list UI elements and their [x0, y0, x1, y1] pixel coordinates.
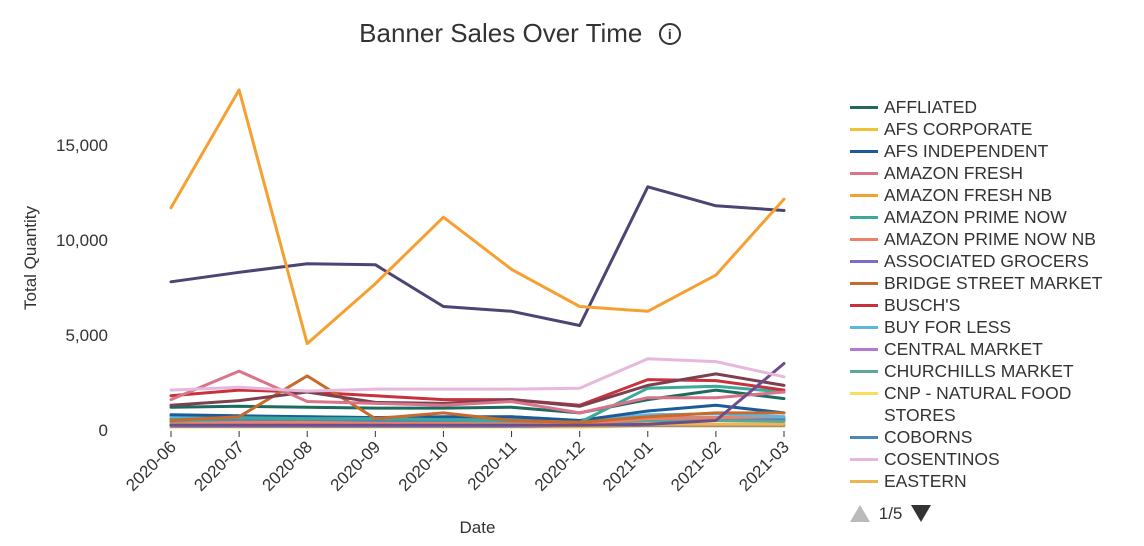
series-line[interactable] — [169, 388, 786, 415]
legend-item[interactable]: CNP - NATURAL FOOD STORES — [850, 382, 1140, 426]
legend-item[interactable]: CENTRAL MARKET — [850, 338, 1140, 360]
legend-item[interactable]: AFS CORPORATE — [850, 118, 1140, 140]
legend-label: AFS INDEPENDENT — [884, 141, 1049, 161]
y-tick-label: 5,000 — [65, 326, 108, 345]
legend-item[interactable]: AFFLIATED — [850, 96, 1140, 118]
legend-label: COSENTINOS — [884, 449, 1000, 469]
legend-swatch — [850, 304, 878, 307]
series-line[interactable] — [169, 88, 786, 346]
x-tick-label: 2020-06 — [122, 437, 180, 495]
chart-title: Banner Sales Over Time — [359, 18, 643, 48]
series-line[interactable] — [169, 362, 786, 427]
x-tick-label: 2020-08 — [258, 437, 316, 495]
info-icon[interactable]: i — [658, 22, 681, 45]
legend-item[interactable]: AMAZON FRESH NB — [850, 184, 1140, 206]
triangle-up-icon[interactable] — [850, 505, 870, 523]
series-line[interactable] — [169, 185, 786, 327]
y-axis-title: Total Quantity — [21, 206, 40, 310]
legend-item[interactable]: BUY FOR LESS — [850, 316, 1140, 338]
x-axis-title: Date — [460, 518, 496, 537]
legend-item[interactable]: COBORNS — [850, 426, 1140, 448]
legend-swatch — [850, 326, 878, 329]
y-tick-label: 15,000 — [56, 136, 108, 155]
legend-swatch — [850, 370, 878, 373]
legend-swatch — [850, 150, 878, 153]
legend-label: AMAZON PRIME NOW NB — [884, 229, 1096, 249]
x-tick-label: 2021-02 — [667, 437, 725, 495]
legend-label: COBORNS — [884, 427, 973, 447]
legend-label: ASSOCIATED GROCERS — [884, 251, 1089, 271]
legend-label: CHURCHILLS MARKET — [884, 361, 1074, 381]
legend-item[interactable]: CHURCHILLS MARKET — [850, 360, 1140, 382]
x-tick-label: 2020-10 — [395, 437, 453, 495]
x-tick-label: 2020-12 — [531, 437, 589, 495]
triangle-down-icon[interactable] — [911, 505, 932, 523]
info-icon-glyph: i — [667, 25, 672, 42]
legend-swatch — [850, 348, 878, 351]
legend-label: CNP - NATURAL FOOD STORES — [884, 383, 1072, 425]
legend-label: EASTERN — [884, 471, 967, 491]
legend-label: BUSCH'S — [884, 295, 961, 315]
title-row: Banner Sales Over Time i — [0, 18, 1040, 49]
series-line[interactable] — [169, 369, 786, 415]
legend-swatch — [850, 106, 878, 109]
legend-swatch — [850, 458, 878, 461]
series-line[interactable] — [169, 372, 786, 408]
axes — [170, 431, 785, 437]
legend-item[interactable]: AMAZON FRESH — [850, 162, 1140, 184]
legend-label: BUY FOR LESS — [884, 317, 1012, 337]
legend-item[interactable]: ASSOCIATED GROCERS — [850, 250, 1140, 272]
x-tick-label: 2021-01 — [599, 437, 657, 495]
legend-item[interactable]: AFS INDEPENDENT — [850, 140, 1140, 162]
legend-item[interactable]: AMAZON PRIME NOW NB — [850, 228, 1140, 250]
legend-swatch — [850, 436, 878, 439]
x-tick-label: 2020-07 — [190, 437, 248, 495]
series-lines — [169, 88, 786, 429]
legend-swatch — [850, 172, 878, 175]
legend-swatch — [850, 282, 878, 285]
x-tick-label: 2021-03 — [735, 437, 793, 495]
legend-swatch — [850, 194, 878, 197]
legend-swatch — [850, 216, 878, 219]
y-tick-label: 0 — [99, 421, 108, 440]
series-line[interactable] — [169, 384, 786, 424]
legend-page-indicator: 1/5 — [878, 503, 903, 523]
legend-label: AFS CORPORATE — [884, 119, 1033, 139]
legend-swatch — [850, 392, 878, 395]
legend-label: AMAZON FRESH NB — [884, 185, 1053, 205]
legend-label: AFFLIATED — [884, 97, 978, 117]
legend-swatch — [850, 128, 878, 131]
legend-item[interactable]: BRIDGE STREET MARKET — [850, 272, 1140, 294]
legend-pager: 1/5 — [850, 503, 932, 524]
legend-swatch — [850, 238, 878, 241]
x-tick-label: 2020-09 — [327, 437, 385, 495]
series-line[interactable] — [169, 357, 786, 393]
legend-label: AMAZON FRESH — [884, 163, 1024, 183]
legend-label: BRIDGE STREET MARKET — [884, 273, 1103, 293]
legend-item[interactable]: BUSCH'S — [850, 294, 1140, 316]
legend-item[interactable]: EASTERN — [850, 470, 1140, 492]
legend-label: AMAZON PRIME NOW — [884, 207, 1067, 227]
legend-item[interactable]: AMAZON PRIME NOW — [850, 206, 1140, 228]
line-chart: 2020-06 2020-07 2020-08 2020-09 2020-10 2020-… — [21, 88, 793, 537]
x-tick-label: 2020-11 — [464, 437, 521, 494]
legend-label: CENTRAL MARKET — [884, 339, 1043, 359]
legend-item[interactable]: COSENTINOS — [850, 448, 1140, 470]
legend: AFFLIATED AFS CORPORATE AFS INDEPENDENT AMA… — [850, 96, 1140, 492]
legend-swatch — [850, 480, 878, 483]
y-tick-label: 10,000 — [56, 231, 108, 250]
legend-swatch — [850, 260, 878, 263]
